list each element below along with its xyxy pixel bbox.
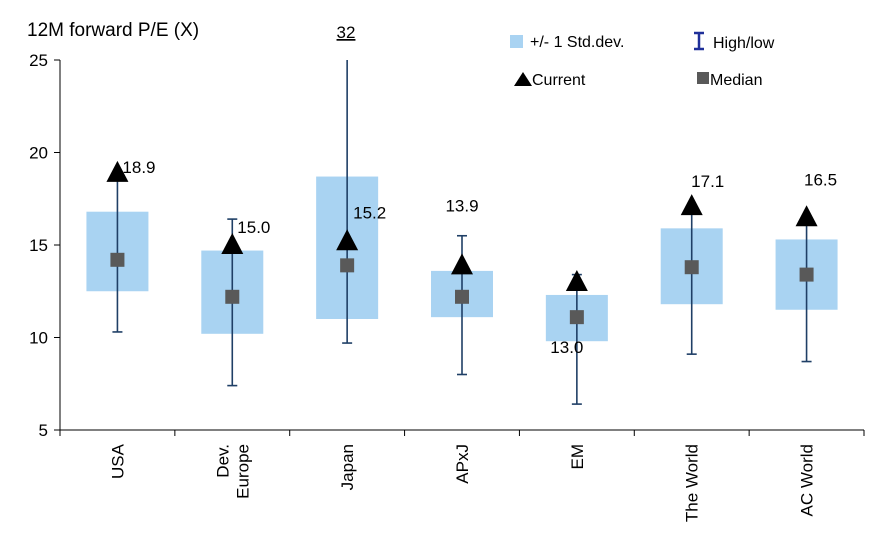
x-tick-label: USA (108, 443, 127, 479)
current-marker (680, 194, 703, 216)
current-label: 13.9 (445, 196, 478, 215)
x-axis-labels: USA Dev.Europe Japan APxJ EM The World AC Worl… (108, 443, 816, 522)
legend-current-icon (514, 72, 532, 86)
current-label: 16.5 (804, 170, 837, 189)
legend-std-swatch (510, 35, 523, 48)
current-label: 15.0 (237, 218, 270, 237)
median-marker (569, 310, 584, 325)
median-marker (110, 252, 125, 267)
legend-median-icon (697, 72, 709, 84)
current-labels: 18.9 15.0 15.2 13.9 13.0 17.1 16.5 (122, 158, 837, 357)
current-marker (795, 205, 818, 227)
legend: +/- 1 Std.dev. High/low Current Median (510, 31, 775, 89)
x-tick-label-line: The World (683, 444, 702, 522)
chart-title: 12M forward P/E (X) (27, 20, 199, 41)
x-tick-label-line: Dev. (213, 444, 232, 478)
y-tick-label: 10 (29, 329, 48, 348)
current-marker (451, 253, 473, 275)
legend-current-label: Current (532, 72, 586, 89)
legend-std-label: +/- 1 Std.dev. (530, 34, 624, 51)
legend-highlow-label: High/low (713, 35, 775, 52)
x-tick-label: The World (683, 444, 702, 522)
current-marker (106, 160, 129, 182)
median-marker (340, 258, 355, 273)
current-marker (565, 270, 588, 291)
y-axis: 5 10 15 20 25 (29, 51, 865, 440)
x-tick-label: AC World (798, 444, 817, 516)
x-tick-label: Dev.Europe (213, 444, 252, 499)
off-chart-annotation: 32 (337, 23, 356, 42)
median-marker (225, 289, 240, 304)
median-marker (684, 260, 699, 275)
x-tick-label: Japan (338, 444, 357, 490)
current-label: 13.0 (550, 338, 583, 357)
x-tick-label-line: Japan (338, 444, 357, 490)
median-marker (799, 267, 814, 282)
legend-median-label: Median (710, 72, 762, 89)
current-marker (336, 229, 359, 251)
median-marker (455, 289, 469, 304)
y-tick-label: 15 (29, 236, 48, 255)
x-tick-label-line: AC World (798, 444, 817, 516)
x-tick-label: APxJ (453, 444, 472, 484)
x-tick-label-line: APxJ (453, 444, 472, 484)
current-label: 15.2 (353, 203, 386, 222)
current-label: 18.9 (122, 158, 155, 177)
median-markers (110, 252, 814, 325)
legend-highlow-icon (694, 31, 704, 51)
y-tick-label: 20 (29, 144, 48, 163)
y-tick-label: 25 (29, 51, 48, 70)
y-tick-label: 5 (39, 421, 48, 440)
x-tick-label-line: EM (568, 444, 587, 470)
x-tick-label-line: Europe (233, 444, 252, 499)
current-markers (106, 160, 818, 291)
x-tick-label: EM (568, 444, 587, 470)
current-label: 17.1 (691, 172, 724, 191)
current-marker (221, 233, 244, 254)
x-tick-label-line: USA (108, 443, 127, 479)
